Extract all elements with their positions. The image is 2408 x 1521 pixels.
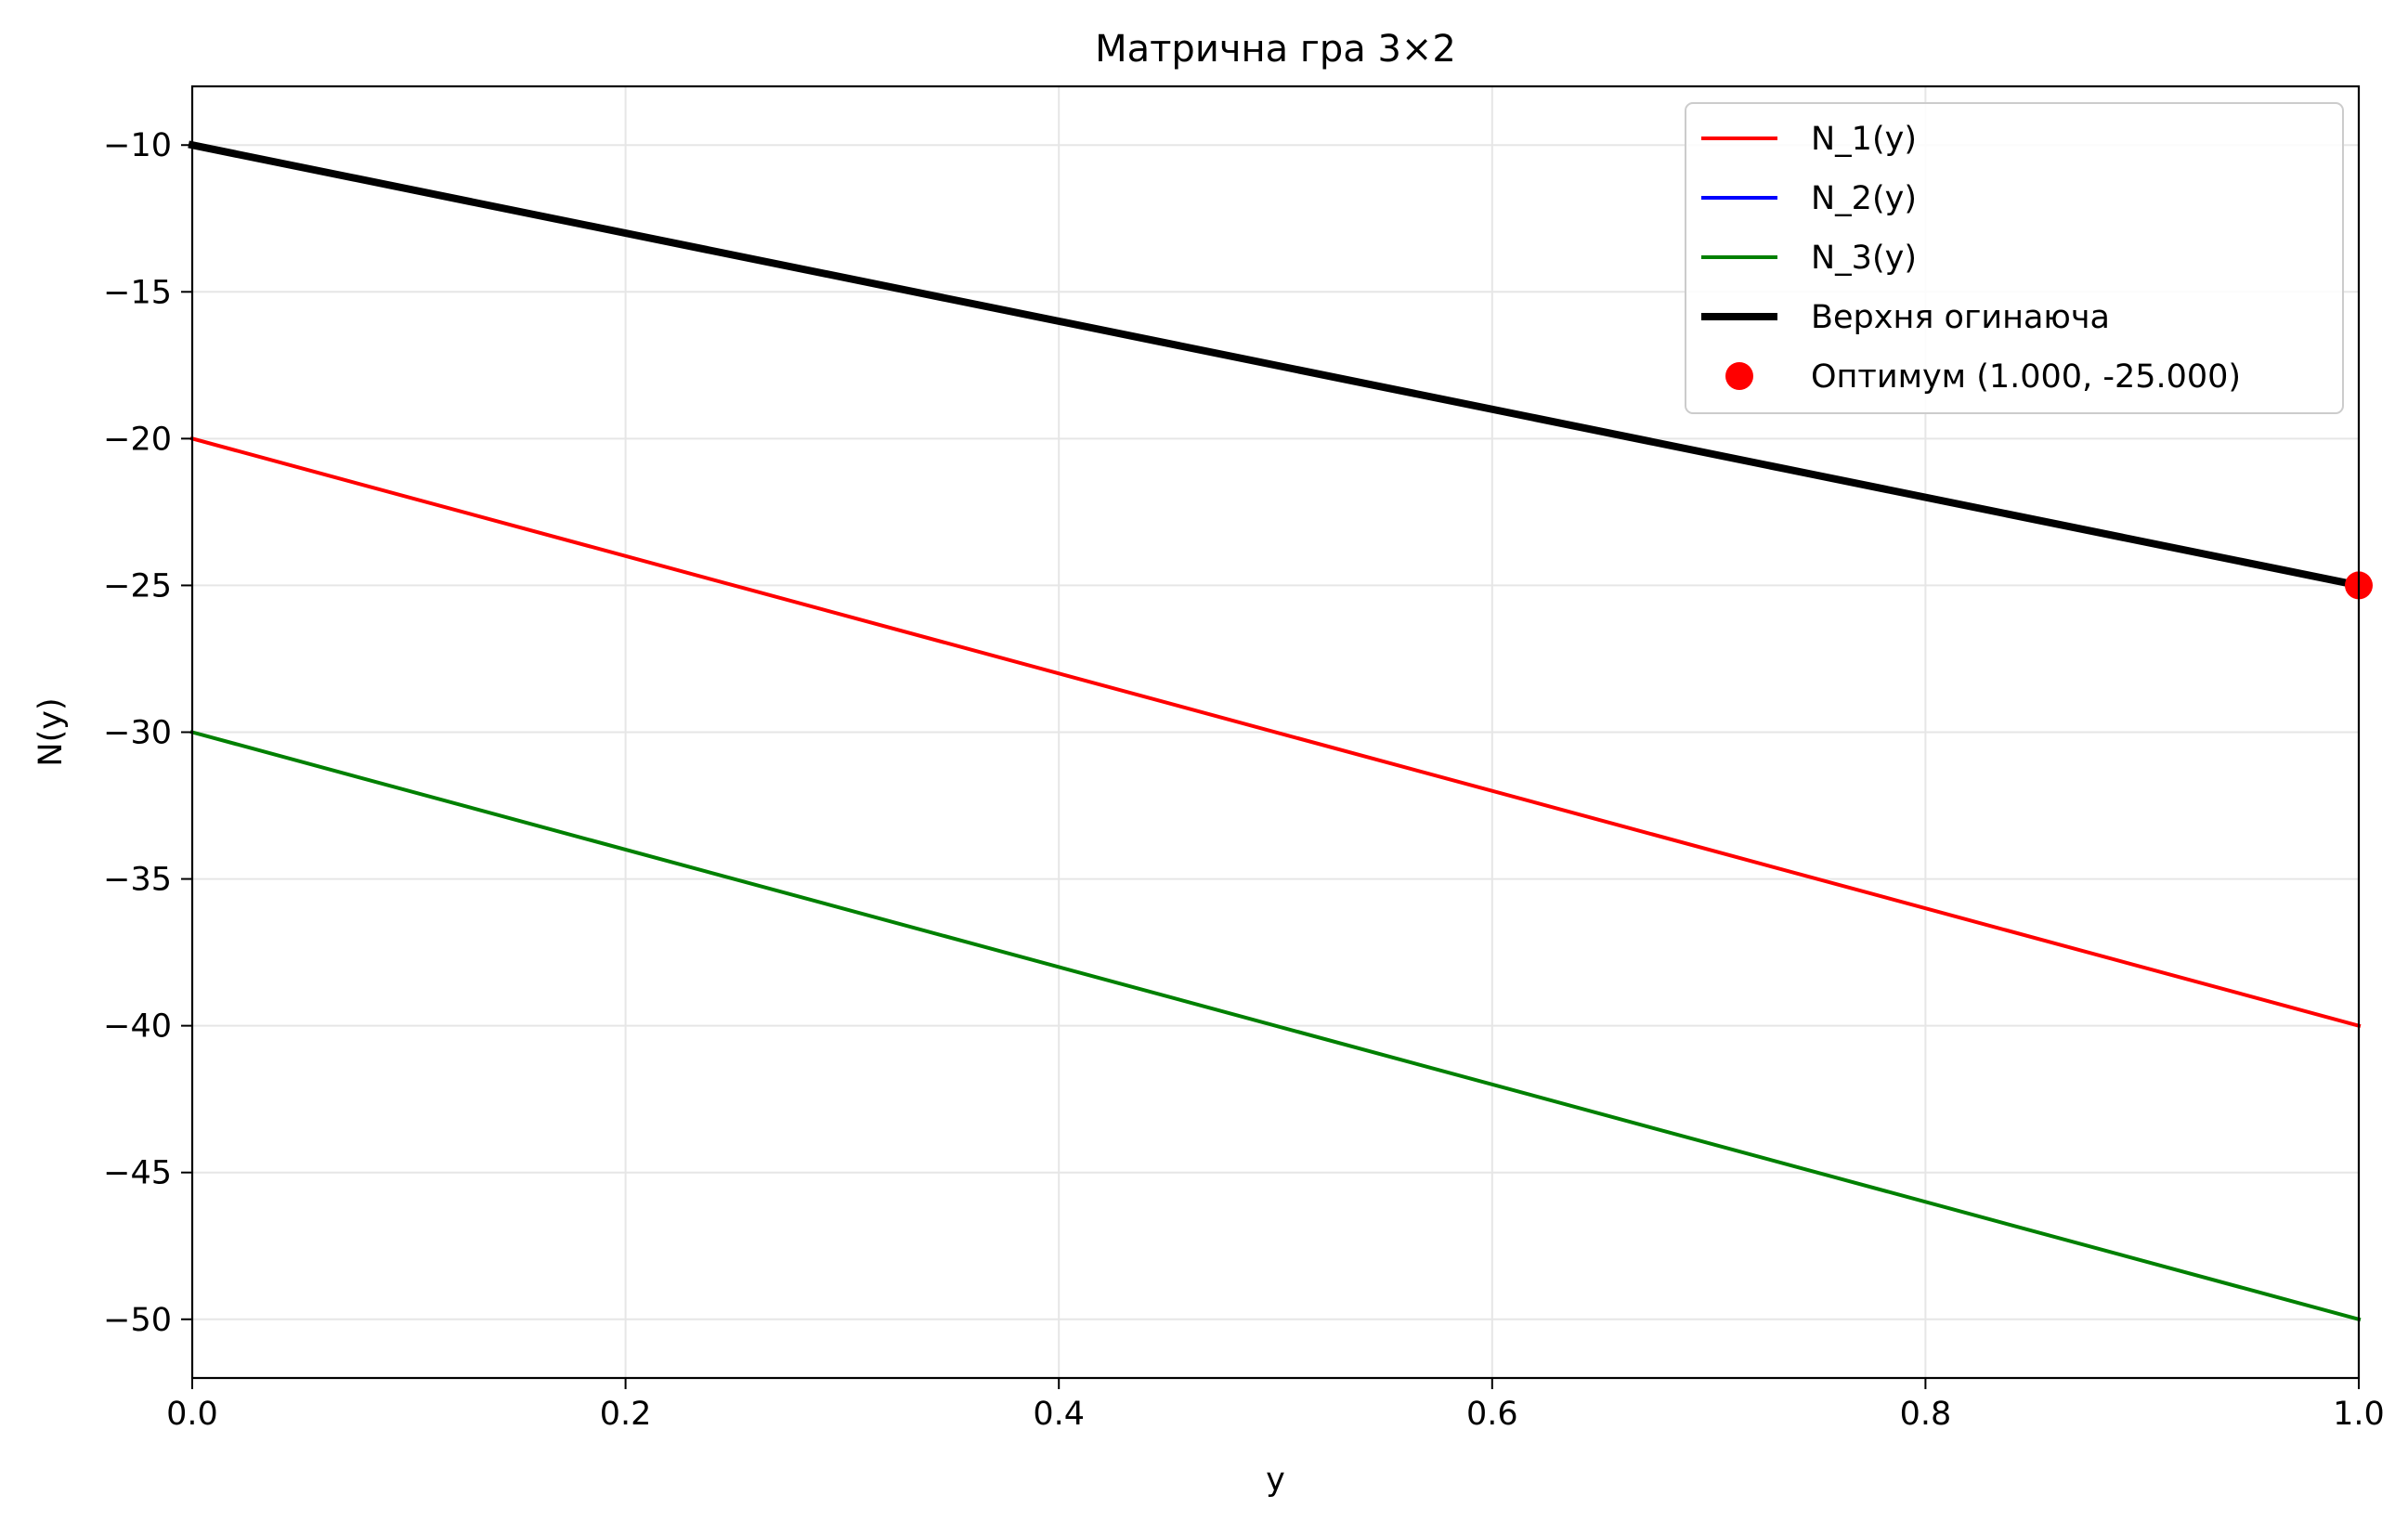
legend-marker-icon [1725, 362, 1753, 390]
chart-title: Матрична гра 3×2 [1095, 28, 1456, 71]
plot-lines [188, 140, 2373, 1322]
x-tick-label: 0.2 [600, 1396, 652, 1433]
y-tick-label: −25 [103, 567, 172, 604]
legend-label: N_1(y) [1811, 121, 1917, 158]
legend: N_1(y) N_2(y) N_3(y) Верхня огинаюча Оптимум… [1685, 102, 2344, 414]
legend-label: Верхня огинаюча [1811, 299, 2110, 336]
x-tick-label: 0.4 [1033, 1396, 1085, 1433]
x-tick-label: 0.8 [1900, 1396, 1952, 1433]
legend-label: N_3(y) [1811, 240, 1917, 277]
y-tick-label: −30 [103, 715, 172, 752]
y-tick-label: −20 [103, 421, 172, 458]
x-tick-label: 0.6 [1466, 1396, 1518, 1433]
y-tick-label: −10 [103, 127, 172, 164]
x-tick-label: 1.0 [2333, 1396, 2385, 1433]
y-axis-label: N(y) [33, 697, 70, 766]
series-line-1 [189, 436, 2362, 1029]
y-tick-label: −15 [103, 274, 172, 311]
legend-label: N_2(y) [1811, 180, 1917, 217]
series-line-4 [188, 140, 2363, 591]
x-tick-label: 0.0 [166, 1396, 218, 1433]
series-line-3 [189, 730, 2362, 1322]
axis-ticks: 0.0 0.2 0.4 0.6 0.8 1.0 −10 −15 −20 −25 −30 −35 −40 −… [103, 127, 2385, 1433]
y-tick-label: −45 [103, 1155, 172, 1192]
y-tick-label: −40 [103, 1008, 172, 1046]
legend-label: Оптимум (1.000, -25.000) [1811, 358, 2241, 396]
x-axis-label: y [1266, 1462, 1285, 1499]
y-tick-label: −50 [103, 1302, 172, 1339]
legend-box [1685, 102, 2344, 414]
y-tick-label: −35 [103, 862, 172, 899]
